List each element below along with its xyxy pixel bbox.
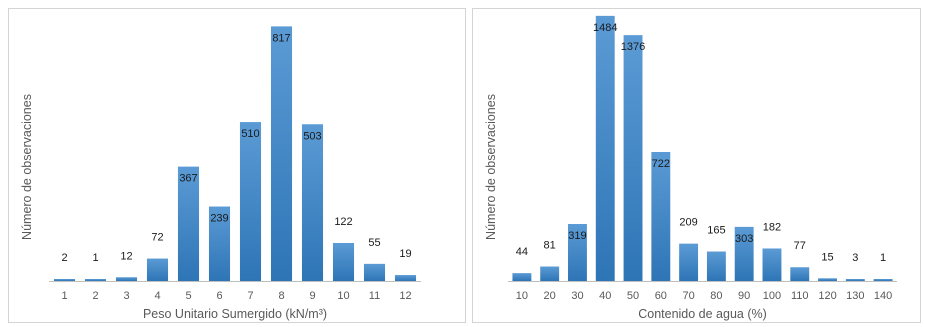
bar-60	[651, 152, 671, 281]
data-label-9: 503	[303, 130, 321, 142]
x-axis-title: Peso Unitario Sumergido (kN/m³)	[143, 307, 327, 321]
bar-10	[332, 242, 355, 281]
x-tick-label-90: 90	[738, 290, 750, 302]
x-tick-label-4: 4	[154, 290, 160, 302]
bar-1	[53, 279, 76, 281]
bar-70	[679, 243, 699, 281]
x-tick-label-11: 11	[369, 290, 380, 302]
bar-20	[540, 266, 560, 281]
data-label-120: 15	[821, 251, 833, 263]
data-label-20: 81	[544, 240, 556, 252]
chart-right-svg: 44 10 81 20 319 30 1484 40 1376 50 722 60 209 70 165 80…	[484, 15, 897, 321]
data-label-100: 182	[763, 221, 781, 233]
bar-80	[706, 251, 726, 281]
bar-3	[115, 277, 138, 281]
bar-5	[177, 166, 200, 281]
x-tick-label-80: 80	[710, 290, 722, 302]
x-tick-label-50: 50	[627, 290, 639, 302]
x-tick-label-140: 140	[874, 290, 892, 302]
x-tick-label-9: 9	[309, 290, 315, 302]
bar-2	[84, 279, 107, 281]
x-tick-label-12: 12	[399, 290, 411, 302]
data-label-140: 1	[880, 252, 886, 264]
data-label-1: 2	[61, 252, 67, 264]
data-label-4: 72	[151, 232, 163, 244]
x-tick-label-40: 40	[599, 290, 611, 302]
y-axis-title: Número de observaciones	[20, 94, 34, 240]
data-label-40: 1484	[593, 22, 617, 34]
bar-40	[595, 15, 615, 281]
bar-11	[363, 263, 386, 281]
chart-panel-right: 44 10 81 20 319 30 1484 40 1376 50 722 60 209 70 165 80…	[472, 8, 921, 323]
bar-120	[818, 278, 837, 281]
x-tick-label-2: 2	[92, 290, 98, 302]
data-label-90: 303	[735, 233, 753, 245]
data-label-10: 44	[516, 246, 528, 258]
x-tick-label-100: 100	[763, 290, 781, 302]
x-tick-label-30: 30	[571, 290, 583, 302]
chart-panel-left: 2 1 1 2 12 3 72 4 367 5 239 6 510 7 817 8 503 9 122 10 55 11 1…	[8, 8, 466, 323]
bar-50	[623, 35, 643, 282]
y-axis-title: Número de observaciones	[484, 94, 498, 240]
data-label-5: 367	[179, 173, 197, 185]
bar-4	[146, 258, 169, 281]
x-tick-label-60: 60	[655, 290, 667, 302]
x-tick-label-8: 8	[278, 290, 284, 302]
chart-left-svg: 2112123724367523965107817850391221055111…	[20, 26, 421, 321]
bar-90	[734, 226, 754, 281]
x-tick-label-130: 130	[846, 290, 864, 302]
x-tick-label-10: 10	[337, 290, 349, 302]
data-label-80: 165	[707, 225, 725, 237]
bar-9	[301, 124, 324, 281]
data-label-50: 1376	[621, 41, 645, 53]
data-label-30: 319	[568, 230, 586, 242]
data-label-110: 77	[794, 240, 806, 252]
data-label-7: 510	[241, 128, 259, 140]
bar-8	[270, 26, 293, 282]
x-tick-label-120: 120	[818, 290, 836, 302]
x-tick-label-10: 10	[516, 290, 528, 302]
data-label-130: 3	[852, 252, 858, 264]
bar-30	[568, 224, 587, 281]
bar-100	[762, 248, 782, 281]
bar-140	[873, 279, 893, 281]
data-label-10: 122	[334, 216, 352, 228]
data-label-3: 12	[120, 250, 132, 262]
x-tick-label-7: 7	[247, 290, 253, 302]
x-tick-label-70: 70	[682, 290, 694, 302]
x-tick-label-110: 110	[791, 290, 809, 302]
data-label-12: 19	[399, 248, 411, 260]
data-label-11: 55	[368, 237, 380, 249]
bar-6	[208, 206, 231, 281]
bar-7	[239, 122, 262, 282]
x-axis-title: Contenido de agua (%)	[638, 307, 767, 321]
x-tick-label-1: 1	[61, 290, 67, 302]
data-label-2: 1	[92, 252, 98, 264]
x-tick-label-20: 20	[544, 290, 556, 302]
x-tick-label-5: 5	[185, 290, 191, 302]
data-label-70: 209	[679, 217, 697, 229]
x-tick-label-6: 6	[216, 290, 222, 302]
bar-110	[790, 267, 810, 281]
bar-130	[845, 279, 865, 281]
bar-12	[394, 275, 417, 281]
x-tick-label-3: 3	[123, 290, 129, 302]
bar-10	[512, 273, 532, 281]
data-label-60: 722	[652, 158, 670, 170]
data-label-6: 239	[210, 213, 228, 225]
data-label-8: 817	[272, 32, 290, 44]
